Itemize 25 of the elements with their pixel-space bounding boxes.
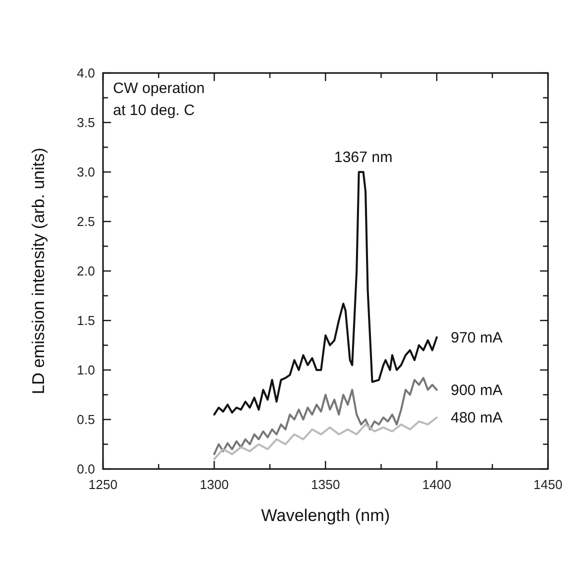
annotation: 1367 nm — [334, 149, 393, 166]
series-label: 900 mA — [450, 382, 502, 399]
series-label: 970 mA — [450, 329, 502, 346]
y-tick-label: 3.5 — [76, 115, 95, 130]
y-tick-label: 3.0 — [76, 164, 95, 180]
annotation: CW operation — [113, 80, 205, 97]
annotation: at 10 deg. C — [113, 102, 195, 119]
x-tick-label: 1250 — [88, 477, 118, 492]
x-axis-title: Wavelength (nm) — [261, 506, 390, 525]
line-series — [213, 416, 438, 460]
y-axis-title: LD emission intensity (arb. units) — [29, 148, 48, 394]
line-series — [213, 171, 438, 416]
series-label: 480 mA — [450, 410, 502, 427]
y-tick-label: 2.0 — [76, 264, 95, 278]
x-tick-label: 1450 — [534, 477, 562, 492]
y-tick-label: 1.5 — [76, 313, 95, 328]
y-tick-label: 2.5 — [76, 214, 95, 229]
x-tick-label: 1300 — [200, 477, 229, 492]
x-tick-label: 1400 — [422, 477, 452, 492]
y-tick-label: 0.0 — [76, 462, 95, 476]
y-tick-label: 1.0 — [76, 362, 95, 378]
y-tick-label: 4.0 — [76, 66, 95, 80]
line-series — [213, 376, 438, 456]
x-tick-label: 1350 — [311, 477, 340, 492]
y-tick-label: 0.5 — [76, 412, 95, 427]
